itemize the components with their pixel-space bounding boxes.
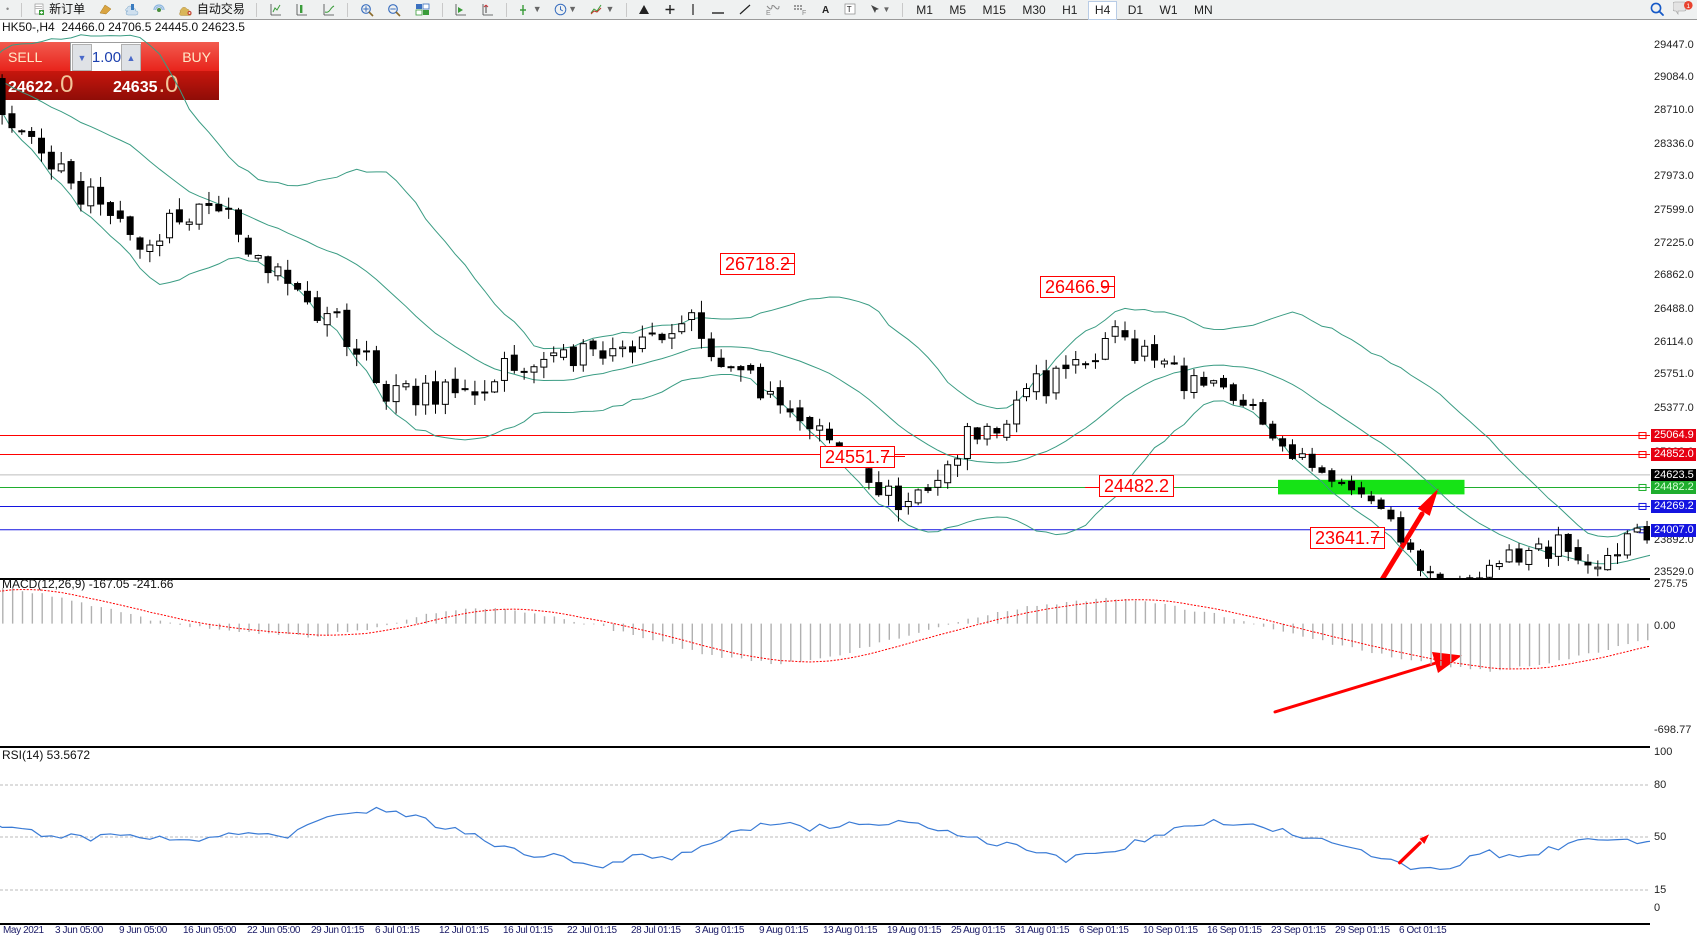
svg-text:E: E [766,10,771,16]
svg-text:A: A [822,5,829,16]
svg-text:1: 1 [1686,3,1690,10]
svg-text:F: F [802,10,806,16]
svg-text:T: T [847,5,852,14]
